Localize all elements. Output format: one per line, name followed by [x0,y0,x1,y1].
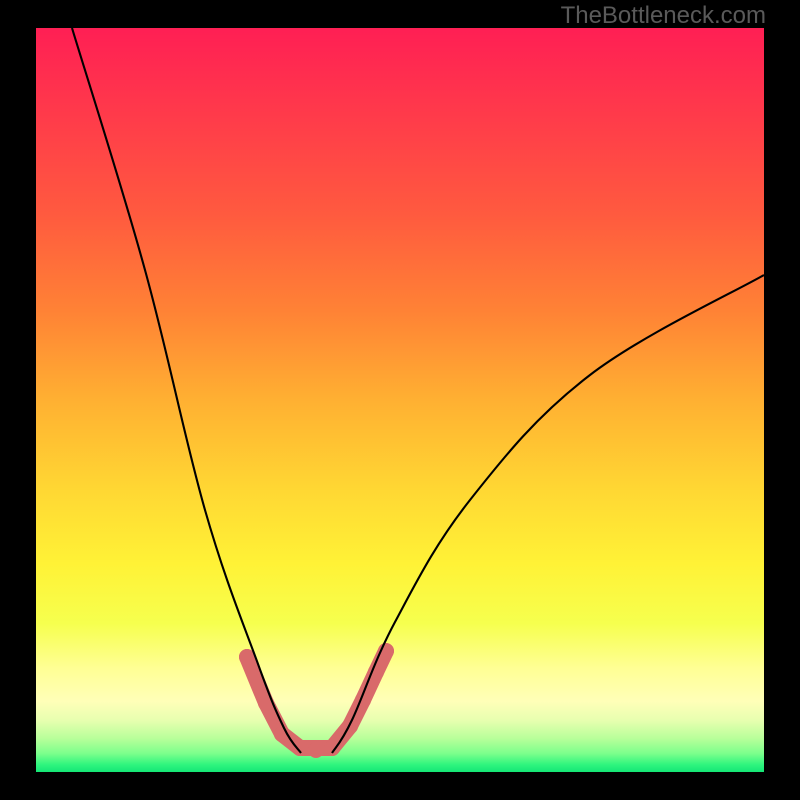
valley-marker [239,643,394,758]
chart-container: TheBottleneck.com [0,0,800,800]
right-curve [332,275,764,753]
curve-overlay [0,0,800,800]
left-curve [72,28,301,753]
